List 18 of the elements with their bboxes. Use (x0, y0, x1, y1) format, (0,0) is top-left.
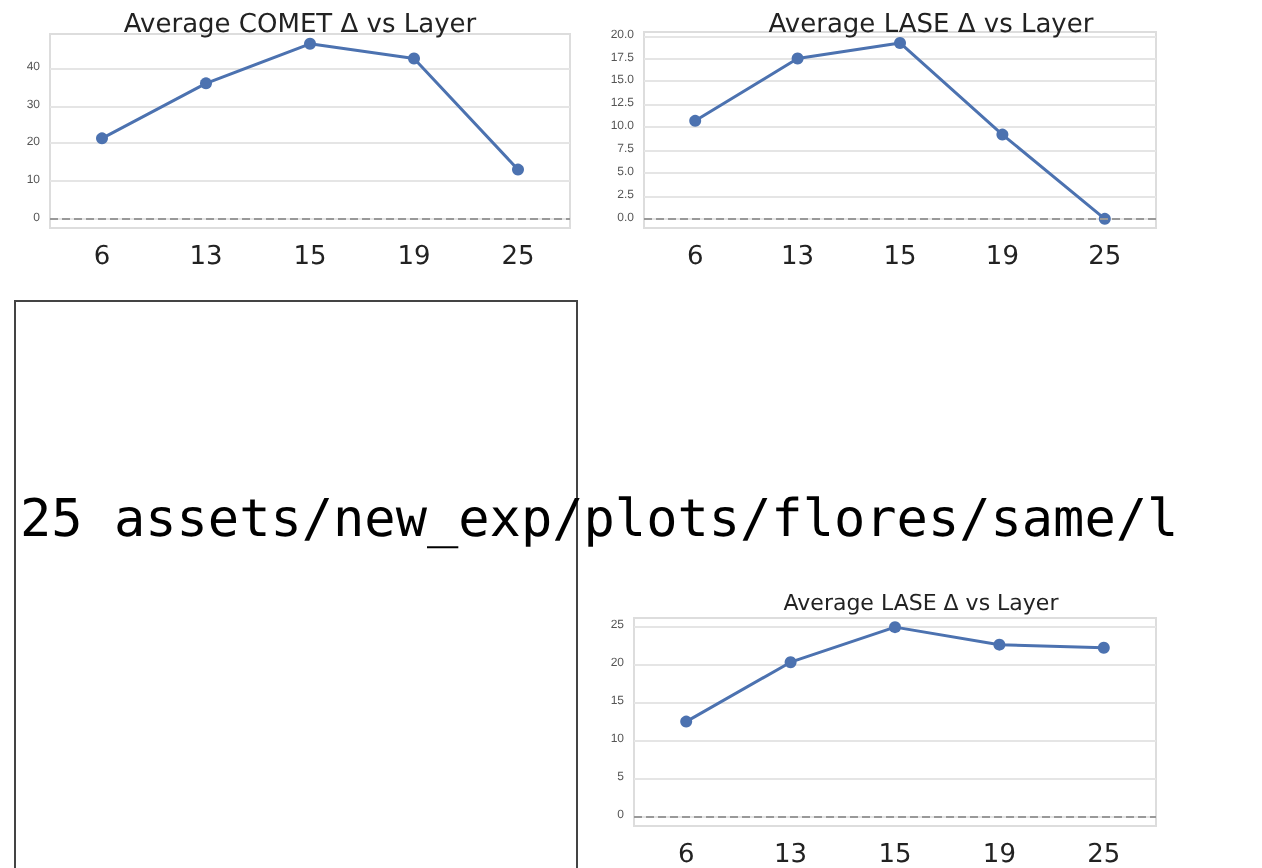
x-tick-label: 25 (501, 242, 535, 272)
chart-title: Average LASE Δ vs Layer (783, 590, 1060, 616)
chart-title: Average COMET Δ vs Layer (123, 10, 478, 40)
x-tick-label: 15 (883, 242, 917, 272)
x-tick-label: 25 (1087, 840, 1121, 868)
x-tick-label: 6 (686, 242, 704, 272)
x-tick-label: 13 (774, 840, 808, 868)
x-tick-label: 6 (93, 242, 111, 272)
chart-title: Average LASE Δ vs Layer (768, 10, 1095, 40)
x-tick-label: 19 (397, 242, 431, 272)
x-tick-label: 13 (189, 242, 223, 272)
x-tick-label: 19 (985, 242, 1019, 272)
x-tick-label: 19 (982, 840, 1016, 868)
x-tick-label: 15 (293, 242, 327, 272)
x-tick-label: 25 (1088, 242, 1122, 272)
x-tick-label: 13 (781, 242, 815, 272)
x-tick-label: 15 (878, 840, 912, 868)
x-tick-label: 6 (677, 840, 695, 868)
